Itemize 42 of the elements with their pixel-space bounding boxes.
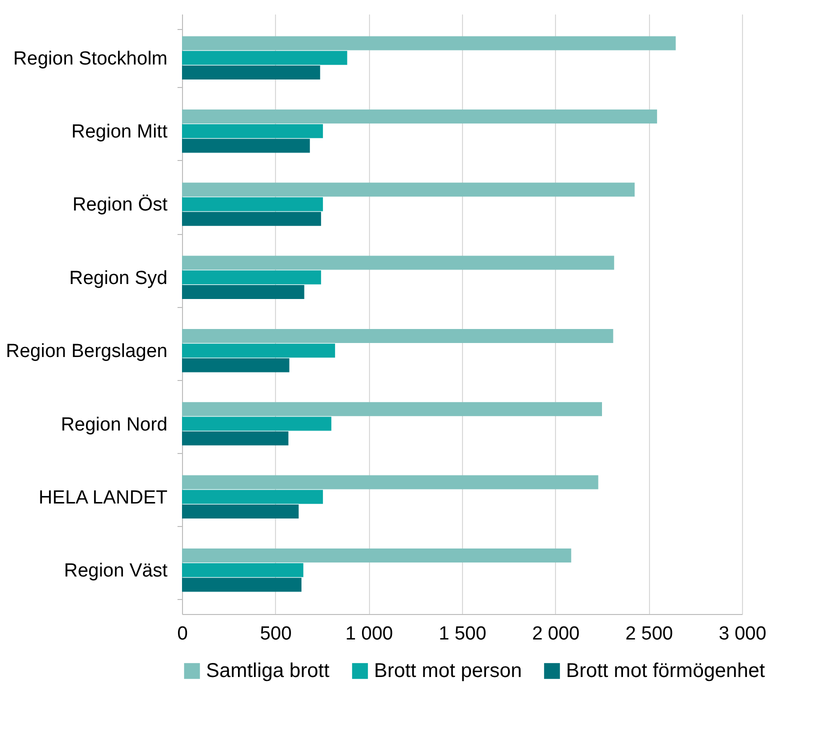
bar (182, 109, 658, 124)
bar (182, 50, 348, 65)
bar (182, 138, 310, 153)
bar (182, 548, 572, 562)
bar (182, 431, 288, 446)
x-tick-label: 2 500 (625, 624, 673, 644)
x-tick-label: 500 (260, 624, 292, 644)
bar (182, 475, 598, 490)
bar (182, 328, 614, 343)
bar (182, 402, 602, 416)
x-tick-label: 3 000 (718, 624, 766, 644)
y-tick-label: Region Bergslagen (6, 341, 168, 362)
bar (182, 256, 614, 270)
y-tick-label: Region Stockholm (13, 48, 168, 70)
bar (182, 358, 290, 372)
bar (182, 285, 304, 300)
y-tick-label: Region Nord (60, 414, 168, 436)
bar (182, 66, 320, 80)
legend-label: Brott mot förmögenhet (566, 660, 766, 682)
bar (182, 197, 323, 212)
legend-label: Brott mot person (374, 660, 522, 682)
y-tick-label: HELA LANDET (38, 487, 168, 508)
bar (182, 36, 676, 50)
bar (182, 563, 304, 578)
x-tick-label: 2 000 (532, 624, 580, 644)
y-tick-label: Region Öst (72, 194, 168, 216)
bar (182, 578, 302, 592)
y-tick-label: Region Väst (64, 560, 168, 582)
x-tick-label: 1 000 (345, 624, 393, 644)
bar (182, 182, 635, 197)
y-tick-label: Region Mitt (71, 122, 168, 143)
bar (182, 344, 336, 358)
bar (182, 416, 332, 431)
bar (182, 504, 299, 519)
bar (182, 270, 322, 284)
x-tick-label: 1 500 (438, 624, 486, 644)
x-tick-label: 0 (177, 624, 188, 644)
bar (182, 490, 323, 504)
bar (182, 212, 322, 226)
legend-label: Samtliga brott (206, 660, 330, 682)
bar (182, 124, 323, 138)
y-tick-label: Region Syd (69, 268, 168, 289)
